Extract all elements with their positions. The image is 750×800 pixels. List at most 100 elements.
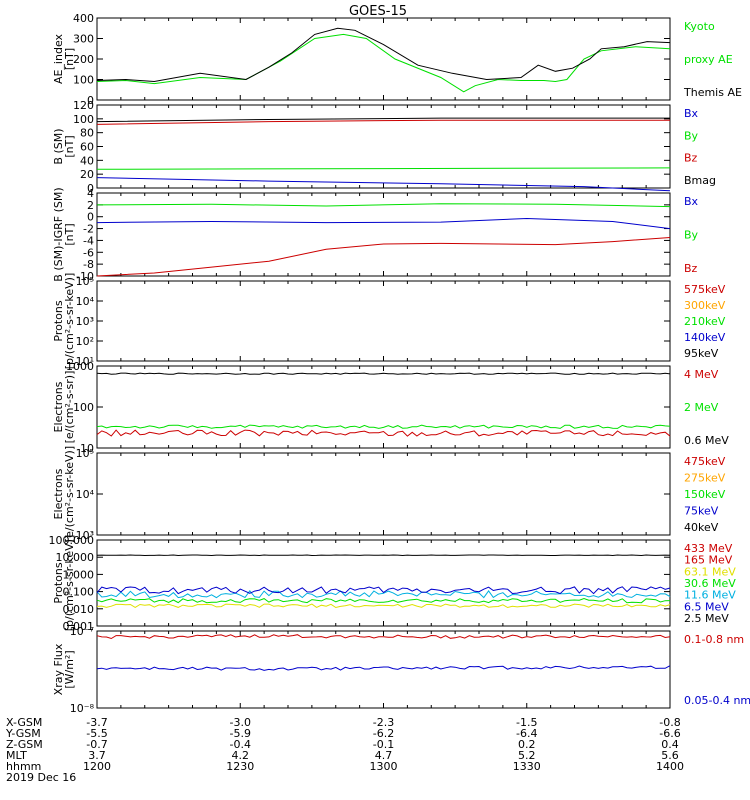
- ephemeris-value: -0.7: [86, 738, 107, 751]
- legend-entry: 2.5 MeV: [684, 612, 729, 625]
- y-tick-label: 60: [80, 141, 94, 154]
- legend-entry: 300keV: [684, 299, 726, 312]
- y-tick-label: 10⁵: [76, 447, 94, 460]
- legend-entry: 210keV: [684, 315, 726, 328]
- ephemeris-value: 0.2: [518, 738, 536, 751]
- panel-frame: [96, 539, 671, 627]
- legend-entry: 30.6 MeV: [684, 577, 736, 590]
- ephemeris-value: -1.5: [516, 716, 537, 729]
- legend-entry: 433 MeV: [684, 542, 733, 555]
- y-axis-title: Protons: [52, 562, 65, 603]
- ephemeris-value: -6.2: [373, 727, 394, 740]
- y-tick-label: 120: [73, 99, 94, 112]
- y-axis-title: [p/(cm²-s-sr-keV)]: [63, 535, 76, 632]
- ephemeris-value: 4.7: [375, 749, 393, 762]
- y-axis-title: [e/(cm²-s-sr)]: [63, 371, 76, 444]
- y-tick-label: 1000: [66, 360, 94, 373]
- ephemeris-value: 1200: [83, 760, 111, 773]
- date-label: 2019 Dec 16: [6, 771, 76, 784]
- ephemeris-value: 1230: [226, 760, 254, 773]
- panel-frame: [96, 104, 671, 189]
- legend-entry: Bx: [684, 195, 699, 208]
- series-line-bz: [96, 237, 671, 277]
- y-axis-title: Xray Flux: [52, 643, 65, 695]
- ephemeris-value: -0.4: [230, 738, 251, 751]
- legend-entry: Bz: [684, 262, 698, 275]
- y-tick-label: 10.000: [56, 551, 95, 564]
- series-line-kyoto-proxy-ae: [96, 33, 671, 93]
- series-line-0-05-0-4-nm: [96, 665, 671, 671]
- y-tick-label: 80: [80, 127, 94, 140]
- y-tick-label: 100: [73, 401, 94, 414]
- ephemeris-value: -5.5: [86, 727, 107, 740]
- ephemeris-value: 1330: [513, 760, 541, 773]
- y-tick-label: 0.100: [63, 586, 95, 599]
- y-tick-label: 1.000: [63, 568, 95, 581]
- y-tick-label: 10⁵: [76, 275, 94, 288]
- series-line-bx: [96, 217, 671, 230]
- y-tick-label: 10⁴: [76, 488, 95, 501]
- series-line-11-6-mev: [96, 589, 671, 599]
- series-line-themis-ae: [96, 27, 671, 83]
- y-axis-title: [p/(cm²-s-sr-keV)]: [63, 273, 76, 370]
- ephemeris-row-label: Z-GSM: [6, 738, 43, 751]
- ephemeris-value: -6.6: [659, 727, 680, 740]
- y-tick-label: 4: [87, 187, 94, 200]
- y-tick-label: 10⁴: [76, 295, 95, 308]
- y-tick-label: 10³: [76, 315, 94, 328]
- panel-6: 10³ 10⁴ 10⁵ Electrons[e/(cm²-s-sr-keV)] 475k…: [52, 446, 726, 542]
- y-tick-label: -8: [83, 258, 94, 271]
- ephemeris-value: -3.0: [230, 716, 251, 729]
- y-tick-label: 100: [73, 74, 94, 87]
- legend-entry: 150keV: [684, 488, 726, 501]
- legend-entry: 11.6 MeV: [684, 589, 736, 602]
- y-tick-label: 0.010: [63, 603, 95, 616]
- ephemeris-row-label: Y-GSM: [5, 727, 41, 740]
- ephemeris-value: -6.4: [516, 727, 537, 740]
- legend-entry: By: [684, 129, 699, 142]
- ephemeris-value: -0.1: [373, 738, 394, 751]
- y-tick-label: 40: [80, 154, 94, 167]
- series-line-0-1-0-8-nm: [96, 634, 671, 640]
- y-tick-label: 100: [73, 113, 94, 126]
- ephemeris-value: -3.7: [86, 716, 107, 729]
- y-axis-title: Electrons: [52, 468, 65, 519]
- panel-7: 0.001 0.010 0.100 1.000 10.000 100.000 Protons…: [49, 534, 737, 633]
- y-tick-label: 400: [73, 12, 94, 25]
- y-axis-title: [W/m²]: [63, 650, 76, 688]
- legend-entry: Kyoto: [684, 20, 715, 33]
- panel-8: 10⁻⁸ 10⁻⁷ Xray Flux[W/m²] 0.1-0.8 nm 0.05-0.…: [52, 625, 750, 715]
- ephemeris-row-label: MLT: [6, 749, 27, 762]
- y-tick-label: -10: [76, 270, 94, 283]
- series-line-bz: [96, 119, 670, 125]
- ephemeris-value: -0.8: [659, 716, 680, 729]
- y-tick-label: -2: [83, 223, 94, 236]
- legend-entry: 575keV: [684, 283, 726, 296]
- y-tick-label: 10²: [76, 335, 94, 348]
- y-tick-label: 100.000: [49, 534, 95, 547]
- y-tick-label: 20: [80, 168, 94, 181]
- legend-entry: 0.1-0.8 nm: [684, 633, 744, 646]
- legend-entry: 0.6 MeV: [684, 434, 729, 447]
- y-axis-title: B (SM): [52, 128, 65, 164]
- y-axis-title: [nT]: [63, 223, 76, 245]
- legend-entry: proxy AE: [684, 53, 733, 66]
- ephemeris-value: 1400: [656, 760, 684, 773]
- legend-entry: 63.1 MeV: [684, 565, 736, 578]
- ephemeris-value: 4.2: [232, 749, 250, 762]
- ephemeris-row-label: hhmm: [6, 760, 41, 773]
- legend-entry: 40keV: [684, 521, 719, 534]
- plot-title: GOES-15: [349, 4, 407, 19]
- legend-entry: 95keV: [684, 347, 719, 360]
- y-axis-title: B (SM)-IGRF (SM): [52, 187, 65, 281]
- panel-frame: [96, 365, 671, 449]
- y-tick-label: 10³: [76, 529, 94, 542]
- panel-4: 10¹ 10² 10³ 10⁴ 10⁵ Protons[p/(cm²-s-sr-keV)]…: [52, 273, 726, 370]
- legend-entry: 75keV: [684, 505, 719, 518]
- series-line-bx: [96, 177, 671, 192]
- y-tick-label: 300: [73, 33, 94, 46]
- y-axis-title: AE_index: [52, 33, 65, 84]
- panel-frame: [96, 280, 671, 362]
